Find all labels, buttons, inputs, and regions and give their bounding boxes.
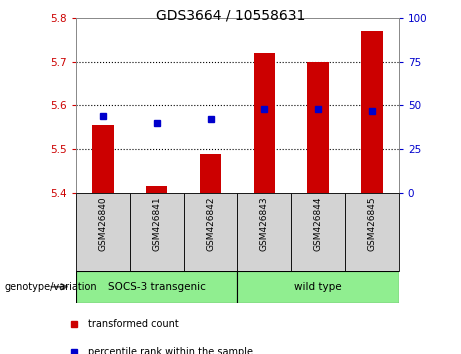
Text: GSM426842: GSM426842 [206, 197, 215, 251]
Text: wild type: wild type [294, 282, 342, 292]
Text: GSM426844: GSM426844 [313, 197, 323, 251]
Bar [76, 193, 130, 271]
Text: GSM426841: GSM426841 [152, 197, 161, 251]
Bar [92, 125, 114, 193]
Bar [291, 193, 345, 271]
Text: GSM426843: GSM426843 [260, 197, 269, 251]
Bar [345, 193, 399, 271]
Text: GDS3664 / 10558631: GDS3664 / 10558631 [156, 9, 305, 23]
Bar [146, 186, 167, 193]
Text: SOCS-3 transgenic: SOCS-3 transgenic [108, 282, 206, 292]
Bar [183, 193, 237, 271]
Text: genotype/variation: genotype/variation [5, 282, 97, 292]
Text: GSM426845: GSM426845 [367, 197, 376, 251]
Text: percentile rank within the sample: percentile rank within the sample [88, 347, 253, 354]
Bar [254, 53, 275, 193]
Bar [130, 193, 183, 271]
Bar [237, 271, 399, 303]
Bar [307, 62, 329, 193]
Bar [76, 271, 237, 303]
Text: transformed count: transformed count [88, 319, 178, 329]
Bar [361, 31, 383, 193]
Text: GSM426840: GSM426840 [99, 197, 107, 251]
Bar [200, 154, 221, 193]
Bar [237, 193, 291, 271]
